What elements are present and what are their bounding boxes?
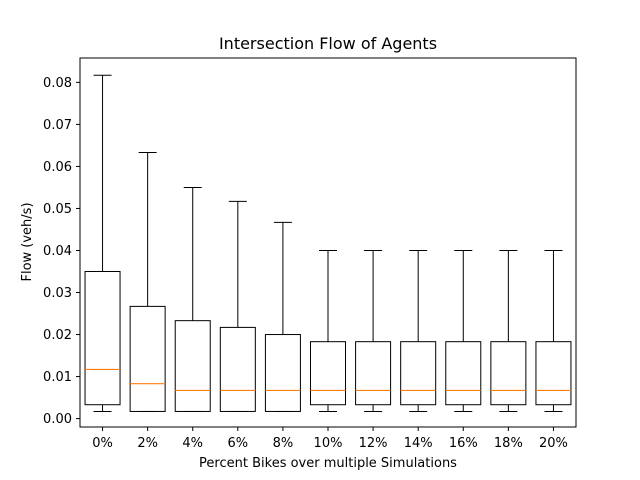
- x-tick-label: 0%: [92, 436, 113, 451]
- x-tick-label: 18%: [494, 436, 523, 451]
- box-20%: [535, 249, 572, 412]
- y-tick-label: 0.01: [43, 370, 72, 385]
- box-8%: [264, 221, 301, 412]
- box-14%: [400, 249, 437, 412]
- box-iqr: [310, 341, 346, 406]
- box-0%: [84, 74, 121, 412]
- box-iqr: [264, 334, 301, 412]
- box-iqr: [174, 320, 211, 412]
- x-tick-label: 14%: [404, 436, 433, 451]
- y-tick-label: 0.06: [43, 160, 72, 175]
- box-12%: [355, 249, 392, 412]
- box-16%: [445, 249, 482, 412]
- y-tick-label: 0.07: [43, 118, 72, 133]
- box-iqr: [84, 270, 121, 406]
- x-tick-label: 12%: [359, 436, 388, 451]
- box-10%: [310, 249, 346, 412]
- box-6%: [219, 200, 256, 412]
- y-tick-label: 0.05: [43, 202, 72, 217]
- box-4%: [174, 186, 211, 412]
- y-tick-label: 0.02: [43, 328, 72, 343]
- x-axis: 0% 2% 4% 6% 8% 10% 12% 14% 16% 18% 20%: [92, 427, 568, 451]
- box-iqr: [490, 341, 527, 406]
- x-tick-label: 10%: [314, 436, 343, 451]
- x-tick-label: 4%: [182, 436, 203, 451]
- box-iqr: [445, 341, 482, 406]
- y-axis: 0.00 0.01 0.02 0.03 0.04 0.05 0.06 0.07 0.08: [43, 76, 80, 427]
- y-tick-label: 0.04: [43, 244, 72, 259]
- x-tick-label: 2%: [137, 436, 158, 451]
- y-tick-label: 0.00: [43, 412, 72, 427]
- x-tick-label: 20%: [539, 436, 568, 451]
- box-2%: [129, 152, 166, 412]
- y-axis-label: Flow (veh/s): [20, 202, 35, 281]
- x-tick-label: 6%: [228, 436, 249, 451]
- box-iqr: [355, 341, 392, 406]
- box-iqr: [129, 305, 166, 412]
- box-iqr: [535, 341, 572, 406]
- x-tick-label: 16%: [449, 436, 478, 451]
- x-tick-label: 8%: [273, 436, 294, 451]
- box-iqr: [400, 341, 437, 406]
- plot-frame: [79, 57, 577, 428]
- box-18%: [490, 249, 527, 412]
- x-axis-label: Percent Bikes over multiple Simulations: [199, 456, 457, 471]
- chart-title: Intersection Flow of Agents: [219, 34, 437, 53]
- y-tick-label: 0.03: [43, 286, 72, 301]
- box-iqr: [219, 326, 256, 412]
- y-tick-label: 0.08: [43, 76, 72, 91]
- plot-area: [84, 74, 572, 412]
